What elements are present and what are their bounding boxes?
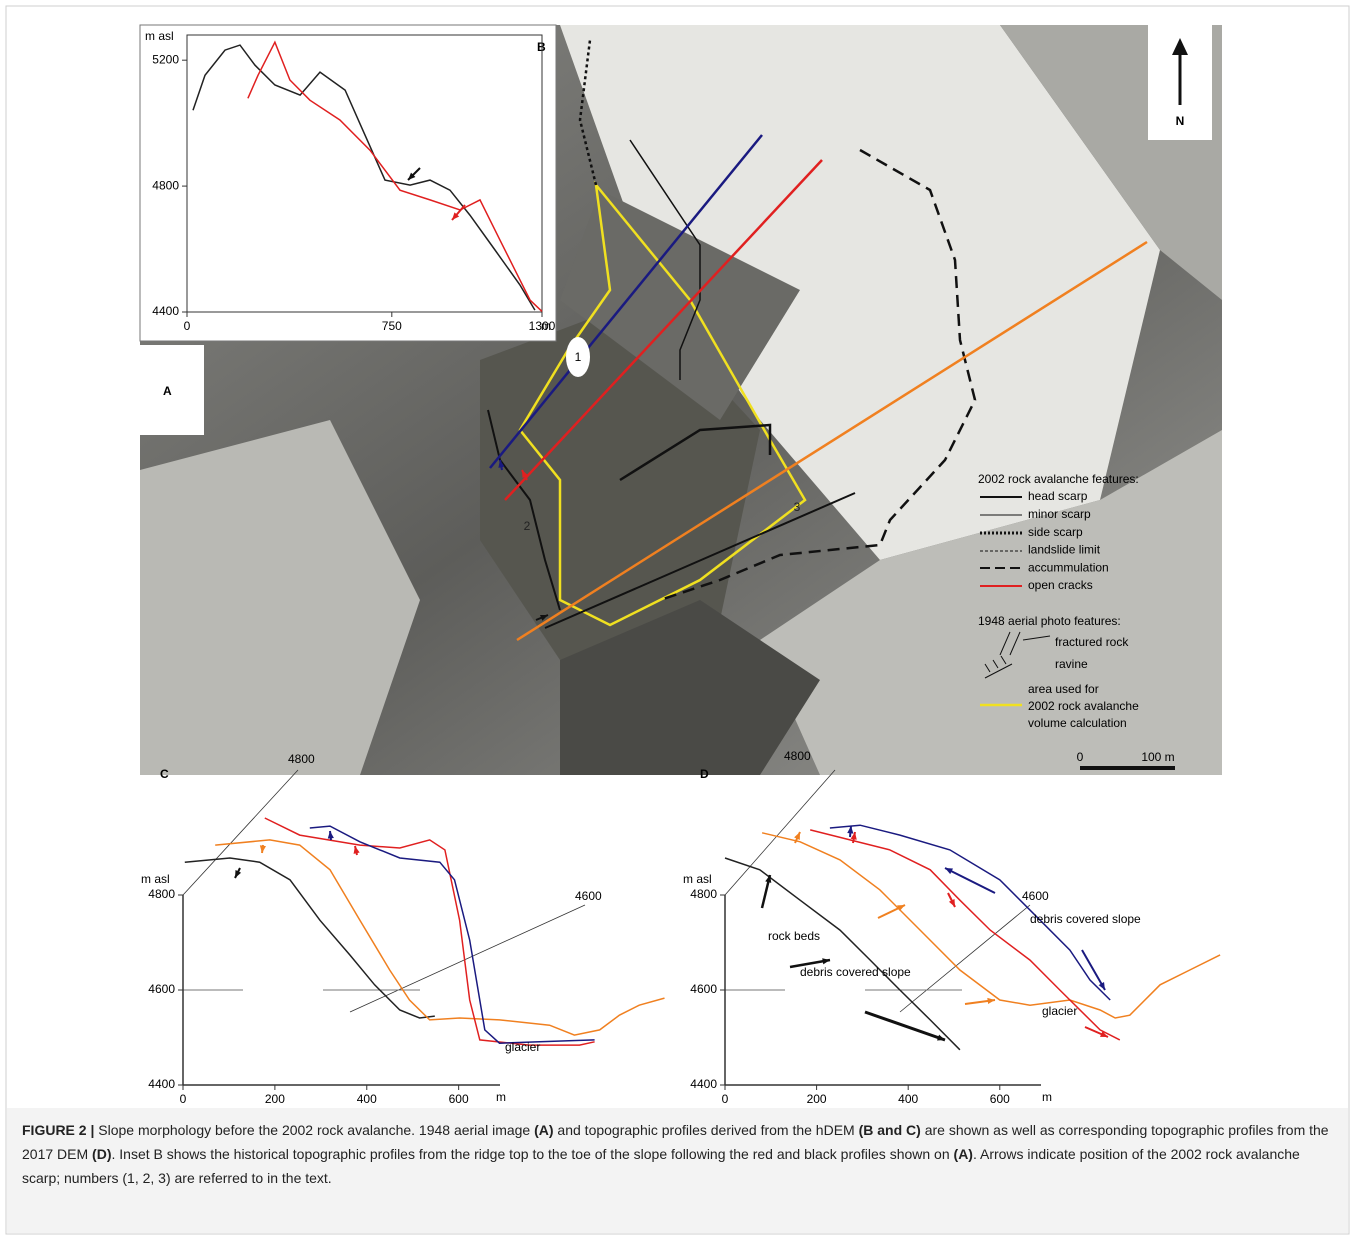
y-tick-label: 5200 (152, 52, 179, 66)
caption-run: (A) (954, 1146, 973, 1162)
annotation: rock beds (768, 929, 820, 943)
caption-run: (B and C) (859, 1122, 921, 1138)
panel-label: C (160, 767, 169, 781)
x-axis-label: m (541, 319, 551, 333)
legend-item: side scarp (1028, 525, 1083, 539)
annotation: 4800 (288, 752, 315, 766)
caption-run: Slope morphology before the 2002 rock av… (94, 1122, 534, 1138)
annotation: 4600 (575, 889, 602, 903)
y-tick-label: 4600 (690, 982, 717, 996)
scale-label: 0 (1077, 750, 1084, 764)
y-tick-label: 4800 (152, 178, 179, 192)
legend-item: volume calculation (1028, 716, 1127, 730)
caption-run: and topographic profiles derived from th… (554, 1122, 859, 1138)
x-axis-label: m (496, 1090, 506, 1104)
site-number: 1 (575, 350, 582, 364)
profile-line (265, 818, 595, 1045)
y-tick-label: 4400 (152, 304, 179, 318)
annotation: 4600 (1022, 889, 1049, 903)
annotation: debris covered slope (800, 965, 911, 979)
x-tick-label: 600 (449, 1092, 469, 1106)
legend-item: landslide limit (1028, 543, 1101, 557)
profile-line (215, 840, 664, 1035)
panel-label: D (700, 767, 709, 781)
legend-title: 2002 rock avalanche features: (978, 472, 1139, 486)
x-tick-label: 400 (898, 1092, 918, 1106)
north-label: N (1176, 114, 1185, 128)
caption-run: (A) (534, 1122, 553, 1138)
x-axis-label: m (1042, 1090, 1052, 1104)
caption: FIGURE 2 | Slope morphology before the 2… (22, 1118, 1332, 1190)
y-axis-label: m asl (145, 29, 174, 43)
annotation: 4800 (784, 749, 811, 763)
x-tick-label: 0 (180, 1092, 187, 1106)
site-number: 2 (524, 519, 531, 533)
site-number: 3 (794, 500, 801, 514)
y-tick-label: 4800 (690, 887, 717, 901)
profile-line (762, 833, 1220, 1018)
x-tick-label: 200 (807, 1092, 827, 1106)
panel-label: A (163, 384, 172, 398)
annotation: glacier (1042, 1004, 1077, 1018)
y-axis-label: m asl (683, 872, 712, 886)
figure: A B C D N 1 2 3 0 100 m 2002 rock avalan… (0, 0, 1355, 1240)
legend-item: accummulation (1028, 560, 1109, 574)
x-tick-label: 400 (357, 1092, 377, 1106)
x-tick-label: 750 (382, 319, 402, 333)
legend-item: open cracks (1028, 578, 1093, 592)
x-tick-label: 600 (990, 1092, 1010, 1106)
caption-run: FIGURE 2 | (22, 1122, 94, 1138)
caption-run: (D) (92, 1146, 111, 1162)
y-axis-label: m asl (141, 872, 170, 886)
x-tick-label: 200 (265, 1092, 285, 1106)
x-tick-label: 0 (184, 319, 191, 333)
arrow-head (937, 1035, 945, 1041)
legend-item: 2002 rock avalanche (1028, 699, 1139, 713)
contour (183, 770, 298, 895)
legend-title: 1948 aerial photo features: (978, 614, 1121, 628)
x-tick-label: 0 (722, 1092, 729, 1106)
y-tick-label: 4600 (148, 982, 175, 996)
profile-line (725, 858, 960, 1050)
legend-item: minor scarp (1028, 507, 1091, 521)
page: {"figure":{ "panel_labels":{"a":"A","b":… (0, 0, 1355, 1240)
annotation: glacier (505, 1040, 540, 1054)
profile-line (185, 858, 435, 1018)
legend-item: fractured rock (1055, 635, 1129, 649)
legend-item: area used for (1028, 682, 1099, 696)
y-tick-label: 4800 (148, 887, 175, 901)
scale-label: 100 m (1141, 750, 1174, 764)
annotation: debris covered slope (1030, 912, 1141, 926)
y-tick-label: 4400 (148, 1077, 175, 1091)
contour (900, 905, 1030, 1012)
legend-item: ravine (1055, 657, 1088, 671)
arrow (865, 1012, 945, 1040)
y-tick-label: 4400 (690, 1077, 717, 1091)
caption-run: . Inset B shows the historical topograph… (111, 1146, 953, 1162)
legend-item: head scarp (1028, 489, 1088, 503)
